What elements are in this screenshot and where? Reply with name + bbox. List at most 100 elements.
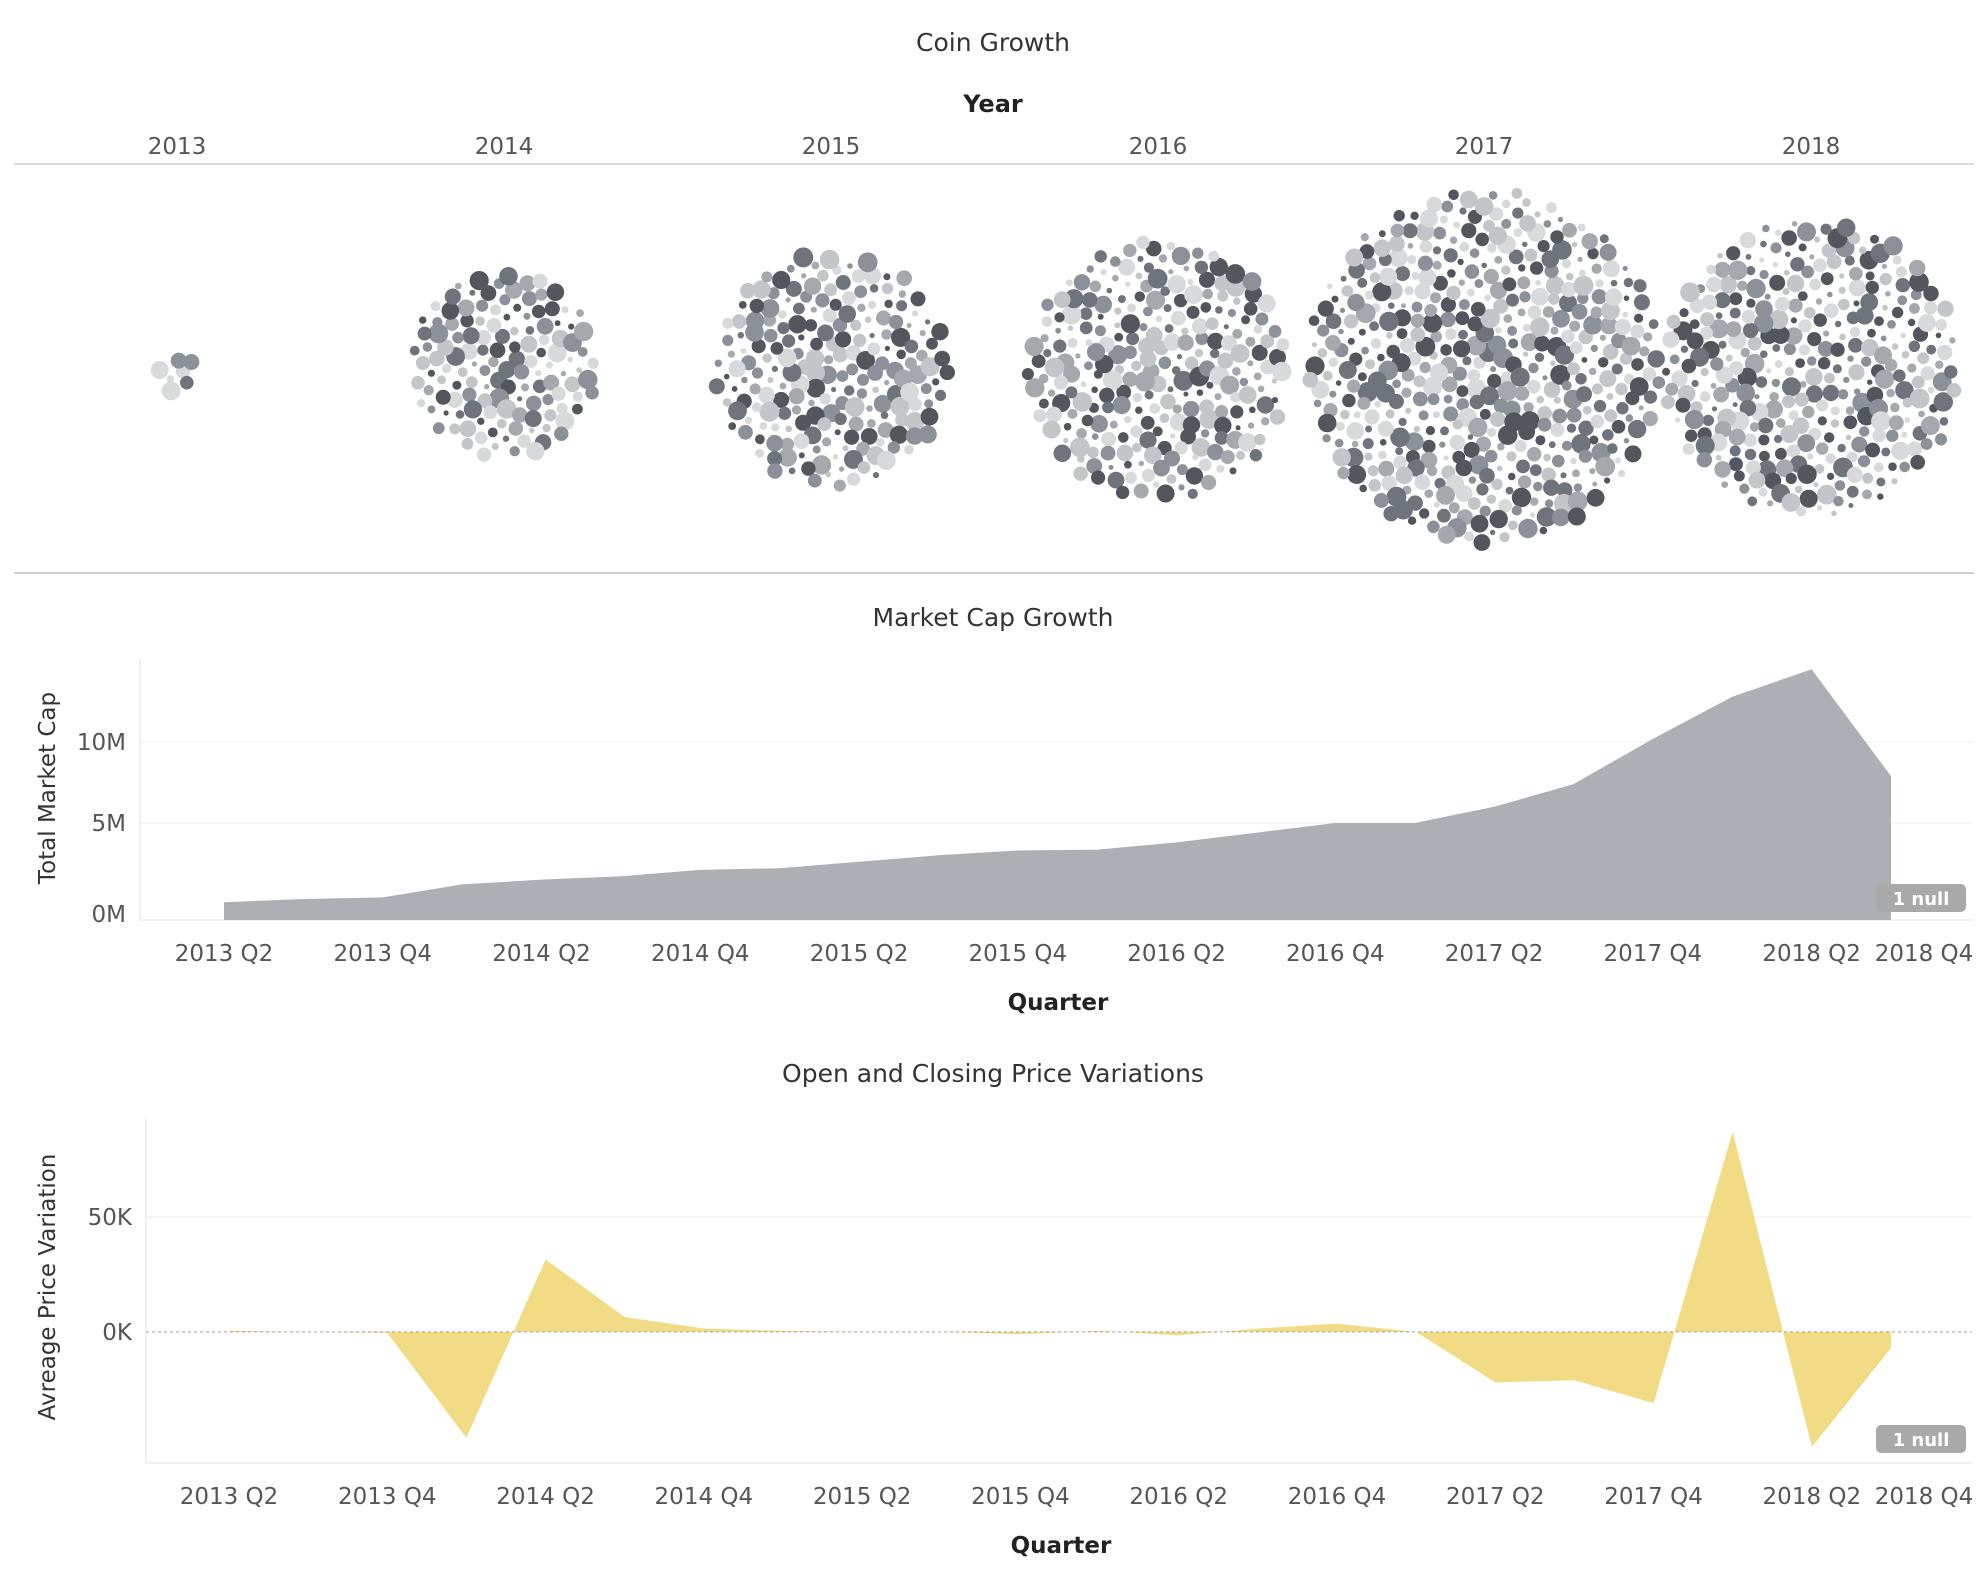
coin-bubble[interactable] [1622, 311, 1629, 318]
coin-bubble[interactable] [722, 317, 734, 329]
coin-bubble[interactable] [1545, 276, 1565, 295]
coin-bubble[interactable] [1794, 392, 1809, 407]
coin-bubble[interactable] [1604, 288, 1623, 306]
coin-bubble[interactable] [1833, 496, 1844, 507]
coin-bubble[interactable] [1786, 444, 1801, 458]
coin-bubble[interactable] [1118, 432, 1129, 443]
coin-bubble[interactable] [1091, 433, 1099, 440]
coin-bubble[interactable] [1198, 458, 1212, 472]
coin-bubble[interactable] [1141, 468, 1155, 483]
coin-bubble[interactable] [1112, 274, 1119, 282]
coin-bubble[interactable] [1642, 367, 1657, 381]
coin-bubble[interactable] [1457, 258, 1464, 266]
coin-bubble[interactable] [1561, 329, 1575, 344]
coin-bubble[interactable] [1737, 280, 1748, 291]
coin-bubble[interactable] [1843, 376, 1850, 384]
coin-bubble[interactable] [508, 421, 524, 436]
coin-bubble[interactable] [1587, 247, 1599, 260]
coin-bubble[interactable] [544, 409, 557, 422]
coin-bubble[interactable] [1897, 295, 1908, 306]
coin-bubble[interactable] [1561, 380, 1572, 391]
coin-bubble[interactable] [1452, 419, 1463, 430]
coin-bubble[interactable] [1054, 312, 1065, 323]
coin-bubble[interactable] [1577, 256, 1583, 262]
coin-bubble[interactable] [934, 350, 951, 367]
coin-bubble[interactable] [1814, 464, 1825, 474]
coin-bubble[interactable] [1378, 460, 1395, 477]
coin-bubble[interactable] [1094, 295, 1112, 314]
coin-bubble[interactable] [752, 280, 771, 299]
coin-bubble[interactable] [486, 318, 502, 333]
coin-bubble[interactable] [1591, 289, 1607, 305]
coin-bubble[interactable] [1202, 288, 1213, 300]
coin-bubble[interactable] [1178, 484, 1185, 491]
coin-bubble[interactable] [1125, 281, 1131, 288]
coin-bubble[interactable] [788, 388, 805, 405]
coin-bubble[interactable] [1362, 438, 1374, 450]
coin-bubble[interactable] [1589, 367, 1597, 376]
coin-bubble[interactable] [1519, 291, 1531, 303]
coin-bubble[interactable] [1820, 223, 1832, 235]
coin-bubble[interactable] [1359, 484, 1367, 493]
coin-bubble[interactable] [1553, 396, 1561, 404]
coin-bubble[interactable] [1484, 449, 1498, 463]
coin-bubble[interactable] [1680, 282, 1700, 303]
coin-bubble[interactable] [1623, 438, 1630, 444]
coin-bubble[interactable] [1805, 385, 1823, 403]
coin-bubble[interactable] [1577, 223, 1586, 232]
coin-bubble[interactable] [1185, 356, 1199, 370]
coin-bubble[interactable] [806, 378, 826, 398]
coin-bubble[interactable] [1144, 390, 1154, 400]
coin-bubble[interactable] [1331, 295, 1339, 303]
coin-bubble[interactable] [1455, 311, 1470, 326]
coin-bubble[interactable] [1398, 417, 1407, 427]
coin-bubble[interactable] [1040, 334, 1049, 343]
coin-bubble[interactable] [1795, 506, 1807, 517]
coin-bubble[interactable] [1541, 467, 1556, 482]
coin-bubble[interactable] [1453, 221, 1460, 229]
coin-bubble[interactable] [1747, 336, 1762, 351]
coin-bubble[interactable] [1430, 330, 1442, 343]
coin-bubble[interactable] [817, 324, 834, 342]
coin-bubble[interactable] [1557, 216, 1564, 223]
coin-bubble[interactable] [1775, 447, 1787, 460]
coin-bubble[interactable] [1550, 230, 1564, 244]
coin-bubble[interactable] [1550, 364, 1571, 385]
bubble-cluster-2013[interactable] [150, 352, 200, 401]
coin-bubble[interactable] [465, 376, 478, 389]
coin-bubble[interactable] [908, 397, 922, 411]
coin-bubble[interactable] [1379, 267, 1398, 286]
coin-bubble[interactable] [1447, 269, 1456, 278]
coin-bubble[interactable] [1089, 280, 1102, 293]
coin-bubble[interactable] [1890, 402, 1900, 413]
coin-bubble[interactable] [1185, 467, 1204, 485]
coin-bubble[interactable] [811, 455, 832, 475]
coin-bubble[interactable] [1758, 434, 1770, 446]
coin-bubble[interactable] [1487, 373, 1502, 389]
coin-bubble[interactable] [1643, 390, 1658, 404]
coin-bubble[interactable] [1884, 358, 1898, 372]
coin-bubble[interactable] [831, 386, 837, 393]
coin-bubble[interactable] [1433, 226, 1447, 240]
coin-bubble[interactable] [1775, 459, 1794, 478]
coin-bubble[interactable] [475, 316, 485, 326]
coin-bubble[interactable] [1739, 483, 1750, 494]
coin-bubble[interactable] [1489, 529, 1496, 536]
coin-bubble[interactable] [1441, 200, 1454, 213]
coin-bubble[interactable] [1238, 386, 1257, 404]
coin-bubble[interactable] [761, 271, 773, 283]
coin-bubble[interactable] [1700, 368, 1709, 377]
coin-bubble[interactable] [1920, 416, 1940, 436]
coin-bubble[interactable] [1502, 277, 1517, 292]
coin-bubble[interactable] [788, 467, 796, 475]
coin-bubble[interactable] [1813, 482, 1819, 488]
coin-bubble[interactable] [1470, 514, 1489, 533]
coin-bubble[interactable] [1755, 300, 1773, 318]
coin-bubble[interactable] [850, 319, 862, 331]
coin-bubble[interactable] [535, 370, 542, 377]
coin-bubble[interactable] [1497, 442, 1505, 451]
coin-bubble[interactable] [1381, 475, 1397, 491]
coin-bubble[interactable] [1865, 271, 1875, 281]
coin-bubble[interactable] [1918, 410, 1925, 418]
coin-bubble[interactable] [1826, 254, 1842, 270]
